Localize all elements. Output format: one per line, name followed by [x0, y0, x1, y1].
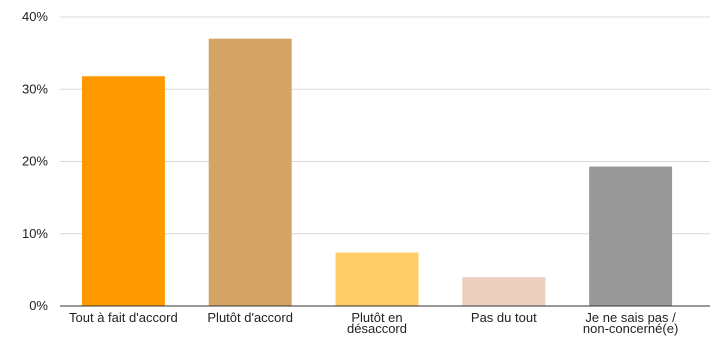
- y-tick-label: 30%: [22, 81, 48, 96]
- x-axis-category-labels: Tout à fait d'accord Plutôt d'accord Plutô…: [69, 310, 678, 336]
- x-category-label: Pas du tout: [471, 310, 537, 325]
- y-tick-label: 40%: [22, 9, 48, 24]
- bars: [81, 38, 673, 307]
- bar: [589, 166, 673, 306]
- y-axis-tick-labels: 0% 10% 20% 30% 40%: [22, 9, 48, 313]
- bar: [335, 252, 419, 306]
- x-category-label: Je ne sais pas / non-concerné(e): [583, 310, 678, 336]
- y-tick-label: 10%: [22, 226, 48, 241]
- x-category-label-line: Plutôt en: [351, 310, 402, 325]
- x-category-label-line: non-concerné(e): [583, 321, 678, 336]
- x-category-label: Tout à fait d'accord: [69, 310, 178, 325]
- bar: [81, 76, 165, 307]
- x-category-label: Plutôt d'accord: [207, 310, 293, 325]
- bar: [208, 38, 292, 307]
- x-category-label-line: désaccord: [347, 321, 407, 336]
- x-category-label-line: Je ne sais pas /: [585, 310, 676, 325]
- x-category-label-line: Plutôt d'accord: [207, 310, 293, 325]
- y-tick-label: 20%: [22, 154, 48, 169]
- bar: [462, 277, 546, 306]
- x-category-label-line: Pas du tout: [471, 310, 537, 325]
- y-tick-label: 0%: [29, 298, 48, 313]
- x-category-label-line: Tout à fait d'accord: [69, 310, 178, 325]
- x-category-label: Plutôt en désaccord: [347, 310, 407, 336]
